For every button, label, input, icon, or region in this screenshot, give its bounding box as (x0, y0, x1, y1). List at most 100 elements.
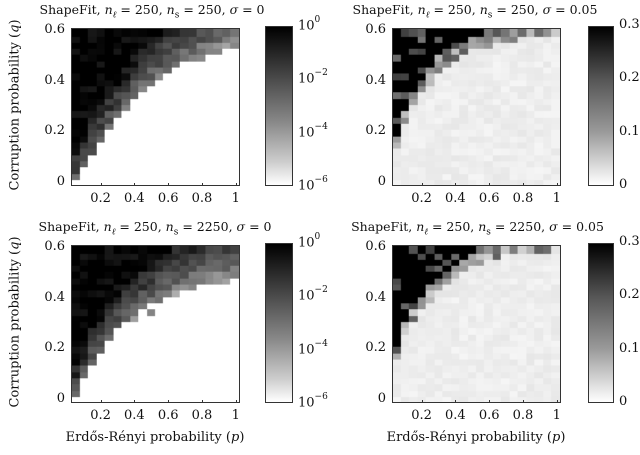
x-tick-label: 0.6 (157, 191, 179, 206)
heatmap-canvas (72, 246, 239, 402)
y-tick-label: 0.2 (44, 340, 65, 356)
title-prefix: ShapeFit, (351, 219, 417, 234)
title-sigma: 0 (256, 2, 265, 17)
x-tick-label: 0.2 (411, 191, 432, 206)
x-tick-label: 0.8 (191, 408, 213, 423)
x-tick-label: 0.8 (512, 408, 534, 423)
x-tick-mark (455, 183, 457, 186)
y-axis-label-bottom: Corruption probability (q) (7, 236, 23, 408)
heatmap-bottom-left (71, 245, 240, 403)
panel-title-top-left: ShapeFit, nℓ = 250, ns = 250, σ = 0 (39, 2, 265, 21)
colorbar-tick-label: 0.1 (619, 123, 640, 139)
x-tick-mark (522, 400, 524, 403)
colorbar-tick-label: 0 (619, 177, 628, 192)
x-tick-label: 0.2 (411, 408, 432, 423)
x-tick-mark (168, 183, 170, 186)
heatmap-canvas (393, 246, 560, 402)
x-tick-label: 0.4 (445, 408, 466, 423)
y-tick-label: 0.2 (365, 123, 386, 139)
y-tick-label: 0 (377, 390, 386, 406)
colorbar-tick-label: 0.3 (619, 17, 640, 32)
colorbar-tick-label: 10−6 (298, 392, 328, 411)
y-tick-label: 0.4 (44, 72, 65, 88)
title-ns: 250 (510, 2, 535, 17)
heatmap-top-right (392, 28, 561, 186)
x-tick-mark (134, 183, 136, 186)
title-nl: 250 (446, 219, 471, 234)
title-sigma: 0.05 (576, 219, 604, 234)
panel-title-bottom-right: ShapeFit, nℓ = 250, ns = 2250, σ = 0.05 (351, 219, 604, 238)
heatmap-canvas (393, 29, 560, 185)
ylabel-var: q (7, 24, 23, 33)
title-prefix: ShapeFit, (39, 2, 105, 17)
x-tick-label: 0.8 (512, 191, 534, 206)
colorbar-tick-label: 10−2 (298, 68, 328, 87)
panel-title-top-right: ShapeFit, nℓ = 250, ns = 250, σ = 0.05 (352, 2, 598, 21)
x-tick-mark (522, 183, 524, 186)
colorbar-tick-label: 10−4 (298, 121, 328, 140)
y-tick-label: 0.6 (44, 22, 65, 38)
colorbar-top-right (588, 26, 614, 186)
x-tick-label: 0.8 (191, 191, 213, 206)
x-tick-mark (235, 183, 237, 186)
x-tick-label: 1 (552, 408, 561, 423)
x-tick-mark (489, 183, 491, 186)
y-tick-label: 0.4 (365, 289, 386, 305)
colorbar-tick-label: 10−2 (298, 285, 328, 304)
title-prefix: ShapeFit, (352, 2, 418, 17)
title-nl: 250 (134, 2, 159, 17)
x-tick-mark (455, 400, 457, 403)
x-axis-label-left: Erdős-Rényi probability (p) (65, 430, 245, 445)
x-tick-mark (556, 400, 558, 403)
colorbar-tick-label: 100 (298, 232, 321, 251)
x-tick-mark (421, 183, 423, 186)
colorbar-top-left (265, 26, 293, 186)
y-tick-label: 0 (56, 173, 65, 189)
heatmap-canvas (72, 29, 239, 185)
xlabel-var: p (552, 430, 561, 445)
heatmap-top-left (71, 28, 240, 186)
xlabel-text: Erdős-Rényi probability (65, 430, 226, 445)
x-axis-label-right: Erdős-Rényi probability (p) (386, 430, 566, 445)
title-nl: 250 (133, 219, 158, 234)
ylabel-text: Corruption probability (7, 37, 23, 191)
x-tick-mark (168, 400, 170, 403)
x-tick-label: 0.2 (90, 191, 111, 206)
x-tick-mark (100, 400, 102, 403)
colorbar-bottom-left (265, 243, 293, 403)
ylabel-var: q (7, 241, 23, 250)
y-tick-label: 0.2 (365, 340, 386, 356)
colorbar-tick-label: 100 (298, 15, 321, 34)
x-tick-mark (201, 183, 203, 186)
colorbar-tick-label: 10−6 (298, 175, 328, 194)
title-sigma: 0 (263, 219, 272, 234)
colorbar-tick-label: 0.1 (619, 340, 640, 356)
x-tick-mark (134, 400, 136, 403)
x-tick-mark (201, 400, 203, 403)
y-tick-label: 0.4 (365, 72, 386, 88)
title-ns: 2250 (196, 219, 229, 234)
colorbar-tick-label: 10−4 (298, 338, 328, 357)
colorbar-tick-label: 0 (619, 394, 628, 409)
x-tick-label: 0.6 (478, 408, 500, 423)
title-ns: 2250 (509, 219, 542, 234)
y-axis-label-top: Corruption probability (q) (7, 19, 23, 191)
y-tick-label: 0.2 (44, 123, 65, 139)
title-prefix: ShapeFit, (38, 219, 104, 234)
y-tick-label: 0 (56, 390, 65, 406)
title-nl: 250 (447, 2, 472, 17)
heatmap-bottom-right (392, 245, 561, 403)
xlabel-text: Erdős-Rényi probability (386, 430, 547, 445)
y-tick-label: 0.6 (365, 239, 386, 255)
y-tick-label: 0 (377, 173, 386, 189)
x-tick-mark (556, 183, 558, 186)
x-tick-label: 1 (231, 408, 240, 423)
x-tick-label: 0.4 (445, 191, 466, 206)
xlabel-var: p (231, 430, 240, 445)
y-tick-label: 0.4 (44, 289, 65, 305)
panel-title-bottom-left: ShapeFit, nℓ = 250, ns = 2250, σ = 0 (38, 219, 272, 238)
x-tick-label: 1 (552, 191, 561, 206)
x-tick-label: 0.4 (124, 191, 145, 206)
title-sigma: 0.05 (569, 2, 598, 17)
colorbar-tick-label: 0.2 (619, 70, 640, 86)
